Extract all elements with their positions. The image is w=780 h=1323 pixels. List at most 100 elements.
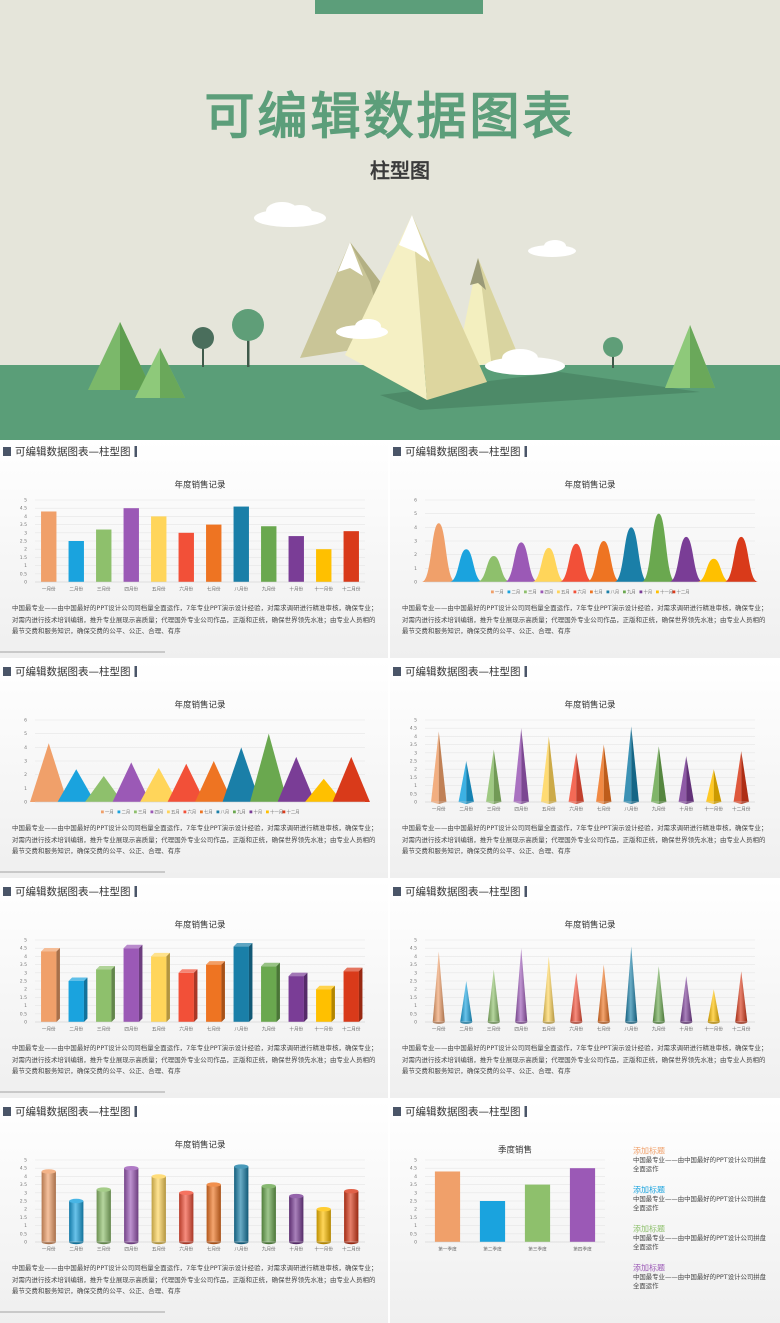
y-tick-label: 0 (24, 1240, 27, 1246)
cone (735, 971, 748, 1022)
x-tick-label: 五月份 (152, 586, 166, 593)
bell (421, 523, 456, 582)
bar (524, 1184, 551, 1242)
x-tick-label: 十一月份 (315, 586, 334, 593)
bar-front (288, 976, 304, 1022)
triangle (112, 762, 150, 802)
bell (724, 536, 759, 582)
bar-top (288, 972, 308, 977)
legend-label: 四月 (545, 590, 554, 596)
pyramid-face (623, 726, 632, 804)
legend-swatch (573, 590, 577, 594)
bar-side (331, 985, 335, 1022)
header-bar (524, 886, 527, 897)
x-tick-label: 八月份 (234, 586, 248, 593)
header-bar (134, 1106, 137, 1117)
y-tick-label: 4 (414, 734, 417, 740)
slide-body: 中国最专业——由中国最好的PPT设计公司同档量全面运作，7年专业PPT演示设计经… (402, 824, 768, 855)
y-tick-label: 3 (24, 530, 27, 536)
legend-swatch (540, 590, 544, 594)
bar-top (206, 961, 225, 965)
snow-cap (399, 215, 430, 262)
bell (586, 541, 621, 582)
legend-label: 八月 (221, 810, 230, 816)
bell (476, 556, 511, 582)
slide-body: 中国最专业——由中国最好的PPT设计公司同档量全面运作，7年专业PPT演示设计经… (12, 824, 378, 855)
pyramid-side (466, 761, 474, 804)
y-tick-label: 3 (414, 750, 417, 756)
y-tick-label: 6 (414, 498, 417, 504)
bar-front (123, 948, 139, 1022)
triangle (305, 778, 343, 802)
cylinder-top (206, 1182, 221, 1187)
mountain-shade (478, 258, 518, 368)
cylinder (96, 1189, 111, 1242)
slide-body: 中国最专业——由中国最好的PPT设计公司同档量全面运作，7年专业PPT演示设计经… (12, 1044, 378, 1075)
y-tick-label: 0 (414, 1240, 417, 1246)
header-bar (134, 886, 137, 897)
x-tick-label: 七月份 (597, 1026, 611, 1033)
legend-label: 二月 (512, 590, 521, 596)
tree-trunk (202, 345, 204, 367)
x-tick-label: 十二月份 (342, 1026, 361, 1033)
bar-front (233, 946, 249, 1022)
y-tick-label: 1 (24, 786, 27, 792)
y-tick-label: 2 (414, 767, 417, 773)
x-tick-label: 三月份 (97, 1246, 111, 1253)
cylinder (41, 1171, 56, 1242)
pyramid-side (631, 726, 639, 804)
y-tick-label: 2 (24, 1207, 27, 1213)
y-tick-label: 4.5 (410, 726, 417, 732)
legend-swatch (216, 810, 220, 814)
chart-title: 年度销售记录 (564, 480, 616, 491)
bar-front (261, 966, 277, 1022)
note-title: 添加标题 (633, 1146, 665, 1156)
pyramid-side (741, 751, 749, 804)
round-tree (192, 327, 214, 349)
x-tick-label: 十二月份 (732, 806, 751, 813)
legend-label: 五月 (171, 810, 180, 816)
y-tick-label: 0 (24, 580, 27, 586)
slide-header: 可编辑数据图表—柱型图 (15, 885, 131, 898)
y-tick-label: 3 (414, 539, 417, 545)
y-tick-label: 2.5 (20, 1199, 27, 1205)
note-title: 添加标题 (633, 1263, 665, 1273)
legend-swatch (590, 590, 593, 594)
header-marker (393, 667, 401, 676)
bar-side (358, 967, 363, 1022)
slide-header: 可编辑数据图表—柱型图 (15, 665, 131, 678)
x-tick-label: 十月份 (289, 586, 303, 593)
cone (460, 981, 473, 1022)
legend-label: 五月 (561, 590, 570, 596)
cylinder-top (151, 1174, 166, 1179)
x-tick-label: 六月份 (179, 586, 193, 593)
y-tick-label: 1.5 (20, 995, 27, 1001)
tree-trunk (612, 352, 614, 368)
x-tick-label: 十二月份 (732, 1026, 751, 1033)
x-tick-label: 十一月份 (315, 1246, 334, 1253)
legend-swatch (249, 810, 253, 814)
legend-swatch (134, 810, 137, 814)
y-tick-label: 2 (414, 987, 417, 993)
tree-trunk (247, 335, 250, 367)
y-tick-label: 1.5 (410, 1215, 417, 1221)
legend-swatch (524, 590, 527, 594)
x-tick-label: 七月份 (207, 1246, 221, 1253)
y-tick-label: 1.5 (410, 775, 417, 781)
y-tick-label: 2.5 (20, 539, 27, 545)
legend-swatch (507, 590, 511, 594)
bar (41, 511, 57, 582)
x-tick-label: 六月份 (569, 806, 583, 813)
bar-front (68, 981, 84, 1022)
legend-label: 三月 (138, 810, 147, 816)
y-tick-label: 4 (414, 1174, 417, 1180)
x-tick-label: 三月份 (97, 586, 111, 593)
y-tick-label: 4 (24, 745, 27, 751)
slide-header: 可编辑数据图表—柱型图 (405, 445, 521, 458)
legend-swatch (266, 810, 269, 814)
triangle (57, 769, 95, 802)
legend-swatch (557, 590, 560, 594)
triangle (332, 756, 370, 802)
pyramid-face (678, 756, 687, 804)
x-tick-label: 九月份 (262, 586, 276, 593)
